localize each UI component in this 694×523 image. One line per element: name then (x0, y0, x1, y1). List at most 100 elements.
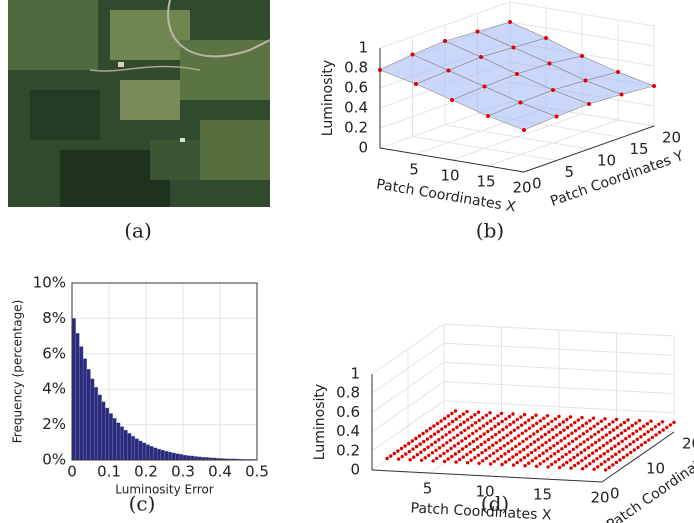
data-point (530, 459, 534, 463)
bar (164, 450, 169, 461)
data-point (385, 456, 389, 461)
data-point (399, 446, 404, 451)
data-point (582, 440, 586, 444)
data-point (650, 427, 654, 431)
data-point (550, 419, 554, 424)
aerial-image (8, 0, 271, 207)
data-point (650, 435, 655, 440)
data-point (589, 435, 593, 439)
data-point (642, 432, 647, 436)
data-point (527, 426, 532, 430)
data-point (611, 428, 616, 432)
data-point (534, 456, 538, 460)
data-point (634, 429, 639, 433)
x-axis (371, 469, 603, 483)
bar (71, 318, 76, 461)
data-point (568, 415, 573, 419)
y-tick-label: 10 (646, 460, 665, 478)
data-point (637, 418, 642, 423)
data-point (497, 430, 501, 434)
data-point (577, 426, 581, 430)
bar (193, 456, 198, 461)
data-point (498, 438, 502, 442)
data-point (486, 437, 491, 442)
data-point (445, 449, 450, 453)
data-point (610, 455, 614, 459)
z-tick-label: 0.6 (336, 403, 360, 421)
data-point (575, 445, 579, 449)
data-point (614, 452, 618, 456)
data-point (601, 443, 606, 448)
y-axis (601, 431, 675, 483)
z-tick-label: 0 (358, 139, 368, 157)
data-point (527, 461, 531, 465)
bar (86, 369, 91, 461)
data-point (630, 423, 634, 428)
y-tick-label: 2% (42, 415, 66, 433)
data-point (603, 468, 608, 472)
y-axis (523, 125, 655, 173)
data-point (455, 433, 460, 437)
data-point (477, 418, 481, 422)
data-point (614, 417, 619, 422)
data-point (451, 428, 455, 432)
x-tick-label: 20 (512, 179, 531, 197)
bar (134, 438, 139, 461)
z-tick-label: 1 (350, 365, 360, 383)
data-point (507, 414, 512, 419)
data-point (588, 427, 593, 431)
data-point (591, 416, 596, 420)
z-tick-label: 0.8 (336, 384, 360, 402)
data-point (507, 457, 511, 462)
bar (182, 454, 187, 461)
data-point (455, 425, 459, 429)
data-point (410, 439, 414, 443)
x-tick-label: 10 (440, 167, 459, 185)
data-point (665, 425, 669, 430)
data-point (466, 418, 470, 422)
data-point (432, 432, 437, 436)
data-point (543, 432, 547, 437)
data-point (590, 443, 594, 447)
data-point (506, 449, 511, 454)
data-point (580, 54, 584, 58)
data-point (504, 460, 508, 464)
x-tick-label: 0.2 (134, 463, 158, 481)
data-point (547, 430, 551, 434)
data-point (538, 462, 542, 466)
data-point (521, 439, 525, 444)
data-point (509, 431, 513, 435)
data-point (635, 437, 639, 441)
data-point (534, 464, 539, 468)
data-point (593, 432, 597, 437)
data-point (465, 409, 469, 414)
data-point (427, 453, 431, 457)
data-point (458, 414, 462, 419)
data-point (443, 416, 447, 421)
data-point (473, 421, 478, 425)
y-tick-label: 10% (33, 274, 66, 292)
data-point (417, 434, 422, 438)
data-point (646, 430, 650, 434)
y-axis-label: Patch Coordinates Y (604, 440, 694, 523)
data-point (557, 465, 562, 470)
data-point (430, 451, 435, 455)
data-point (458, 423, 463, 427)
data-point (448, 430, 452, 434)
data-point (565, 417, 569, 422)
data-point (596, 465, 600, 469)
data-point (492, 459, 496, 464)
data-point (566, 434, 570, 438)
data-point (642, 424, 646, 428)
bar (94, 387, 99, 461)
data-point (623, 428, 627, 433)
data-point (573, 429, 578, 433)
data-point (442, 451, 446, 456)
data-point (568, 458, 573, 462)
data-point (567, 442, 571, 446)
data-point (615, 425, 619, 430)
data-point (487, 446, 491, 450)
data-point (470, 423, 474, 427)
data-point (446, 457, 450, 461)
bar (149, 446, 154, 461)
